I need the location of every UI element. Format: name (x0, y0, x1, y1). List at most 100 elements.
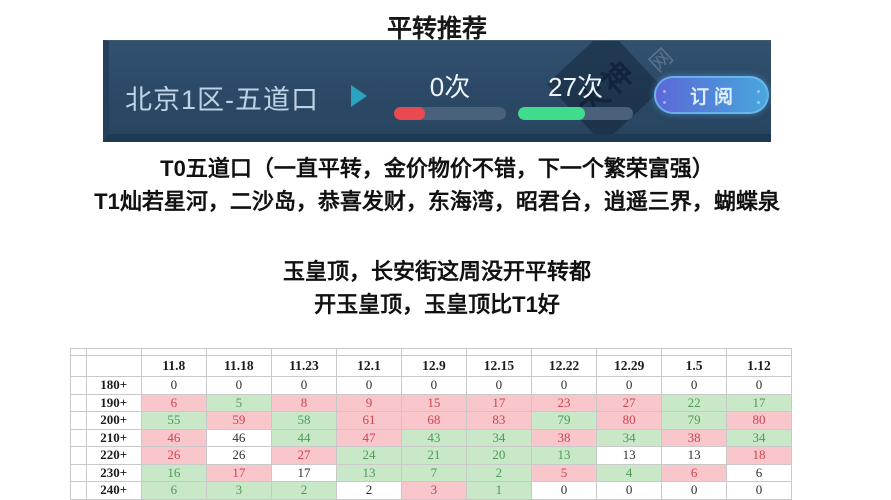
table-cell: 22 (661, 393, 727, 412)
table-cell: 0 (205, 376, 272, 395)
table-row-label: 180+ (85, 376, 142, 395)
table-cell (465, 348, 532, 356)
table-cell: 20 (465, 446, 532, 465)
play-triangle-icon[interactable] (351, 85, 367, 107)
table-cell: 0 (465, 376, 532, 395)
table-cell: 83 (465, 411, 532, 430)
table-cell: 47 (336, 428, 402, 447)
note-line-t1: T1灿若星河，二沙岛，恭喜发财，东海湾，昭君台，逍遥三界，蝴蝶泉 (94, 189, 780, 214)
table-cell: 0 (725, 481, 792, 500)
table-cell (70, 446, 87, 465)
table-cell: 43 (400, 428, 467, 447)
table-cell: 1 (465, 481, 532, 500)
table-column-header: 11.18 (205, 355, 272, 377)
table-cell (70, 393, 87, 412)
table-cell: 16 (140, 463, 207, 482)
table-row: 180+ 0 0 0 0 0 0 0 0 0 0 (70, 376, 792, 395)
table-cell: 6 (140, 481, 207, 500)
table-cell: 0 (530, 376, 598, 395)
table-cell: 8 (270, 393, 338, 412)
table-cell: 80 (725, 411, 792, 430)
table-row-label: 200+ (85, 411, 142, 430)
table-cell (205, 348, 272, 356)
table-cell (336, 348, 402, 356)
table-cell: 46 (205, 428, 272, 447)
table-cell (70, 411, 87, 430)
table-cell: 0 (140, 376, 207, 395)
table-column-header: 12.15 (465, 355, 532, 377)
table-cell: 26 (205, 446, 272, 465)
button-ornament-left-icon (663, 90, 666, 104)
table-cell: 4 (596, 463, 663, 482)
table-row: 200+ 55 59 58 61 68 83 79 80 79 80 (70, 411, 792, 430)
table-column-header: 12.9 (400, 355, 467, 377)
table-row-label: 210+ (85, 428, 142, 447)
table-cell: 13 (661, 446, 727, 465)
table-row-label: 220+ (85, 446, 142, 465)
table-cell: 17 (205, 463, 272, 482)
table-cell (70, 463, 87, 482)
table-row-label: 240+ (85, 481, 142, 500)
table-row-label: 190+ (85, 393, 142, 412)
stats-table-wrap: 11.8 11.18 11.23 12.1 12.9 12.15 12.22 12.29 1.5… (70, 348, 792, 500)
table-cell: 13 (336, 463, 402, 482)
table-cell: 18 (725, 446, 792, 465)
table-column-header: 11.23 (270, 355, 338, 377)
table-cell (400, 348, 467, 356)
table-cell: 0 (661, 481, 727, 500)
table-cell: 38 (661, 428, 727, 447)
right-progress-bar (518, 107, 633, 120)
server-name-label: 北京1区-五道口 (125, 85, 320, 115)
table-column-header: 12.29 (596, 355, 663, 377)
table-cell: 59 (205, 411, 272, 430)
table-cell (85, 348, 142, 356)
table-cell (725, 348, 792, 356)
table-cell: 79 (661, 411, 727, 430)
table-cell: 0 (270, 376, 338, 395)
table-cell (661, 348, 727, 356)
table-cell: 0 (336, 376, 402, 395)
note-line-t0: T0五道口（一直平转，金价物价不错，下一个繁荣富强） (160, 156, 714, 181)
button-ornament-right-icon (757, 90, 760, 104)
table-row-label: 230+ (85, 463, 142, 482)
table-cell: 21 (400, 446, 467, 465)
right-stat-count: 27次 (548, 72, 603, 102)
table-cell: 55 (140, 411, 207, 430)
table-cell (270, 348, 338, 356)
table-cell: 23 (530, 393, 598, 412)
table-cell: 34 (725, 428, 792, 447)
table-cell: 38 (530, 428, 598, 447)
table-cell: 9 (336, 393, 402, 412)
table-cell: 24 (336, 446, 402, 465)
table-cell (140, 348, 207, 356)
table-cell (70, 376, 87, 395)
page-title: 平转推荐 (386, 15, 488, 43)
table-cell: 6 (140, 393, 207, 412)
table-cell: 0 (400, 376, 467, 395)
table-cell: 79 (530, 411, 598, 430)
table-row: 240+ 6 3 2 2 3 1 0 0 0 0 (70, 481, 792, 500)
note-line-yuhuangding-2: 开玉皇顶，玉皇顶比T1好 (314, 292, 560, 317)
table-cell: 27 (596, 393, 663, 412)
table-cell: 5 (205, 393, 272, 412)
table-cell: 0 (596, 376, 663, 395)
table-cell (70, 481, 87, 500)
table-cell: 58 (270, 411, 338, 430)
table-column-header: 12.22 (530, 355, 598, 377)
table-cell (530, 348, 598, 356)
table-row: 230+ 16 17 17 13 7 2 5 4 6 6 (70, 463, 792, 482)
table-cell: 17 (465, 393, 532, 412)
table-cell: 27 (270, 446, 338, 465)
subscribe-button[interactable]: 订阅 (654, 76, 769, 114)
table-cell: 0 (596, 481, 663, 500)
table-cell: 13 (596, 446, 663, 465)
table-column-header: 1.5 (661, 355, 727, 377)
table-cell: 2 (270, 481, 338, 500)
table-cell: 0 (530, 481, 598, 500)
note-line-yuhuangding-1: 玉皇顶，长安街这周没开平转都 (282, 259, 592, 284)
table-cell: 17 (725, 393, 792, 412)
subscribe-button-label: 订阅 (689, 86, 738, 108)
right-progress-fill (518, 107, 585, 120)
table-column-header: 12.1 (336, 355, 402, 377)
table-row: 210+ 46 46 44 47 43 34 38 34 38 34 (70, 428, 792, 447)
